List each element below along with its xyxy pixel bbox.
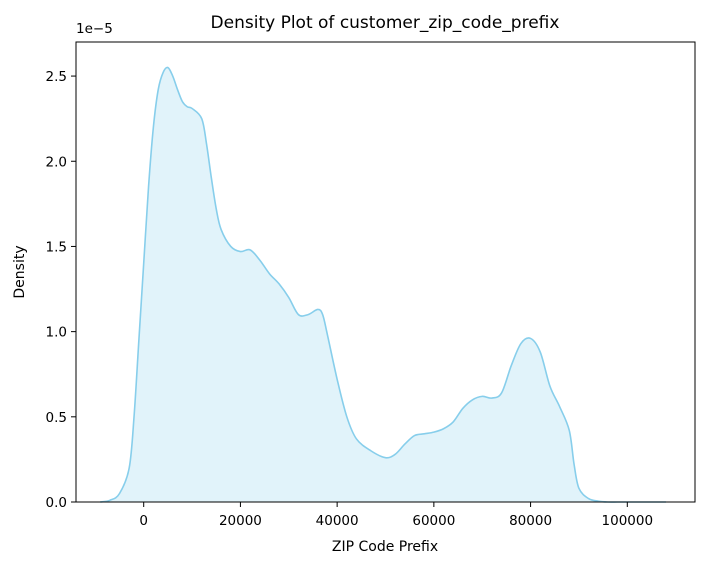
density-fill-area [100,67,666,503]
y-tick-label: 2.5 [46,69,67,85]
y-tick-label: 1.0 [46,325,67,341]
density-curve-line [100,66,666,503]
x-tick-label: 80000 [509,513,552,529]
y-scale-offset-label: 1e−5 [76,21,113,37]
x-tick-label: 40000 [316,513,359,529]
axes-frame [75,41,696,503]
y-axis: 0.0 0.5 1.0 1.5 2.0 2.5 [46,69,76,511]
x-tick-label: 100000 [602,513,654,529]
y-tick-label: 2.0 [46,154,67,170]
x-tick-label: 60000 [412,513,455,529]
y-axis-label: Density [12,245,28,298]
plot-area [100,66,666,503]
x-axis-label: ZIP Code Prefix [332,539,438,555]
y-tick-label: 1.5 [46,239,67,255]
y-tick-label: 0.0 [46,495,67,511]
chart-title: Density Plot of customer_zip_code_prefix [211,13,560,33]
y-tick-label: 0.5 [46,410,67,426]
x-tick-label: 0 [139,513,148,529]
x-axis: 0 20000 40000 60000 80000 100000 [139,502,653,529]
x-tick-label: 20000 [219,513,262,529]
